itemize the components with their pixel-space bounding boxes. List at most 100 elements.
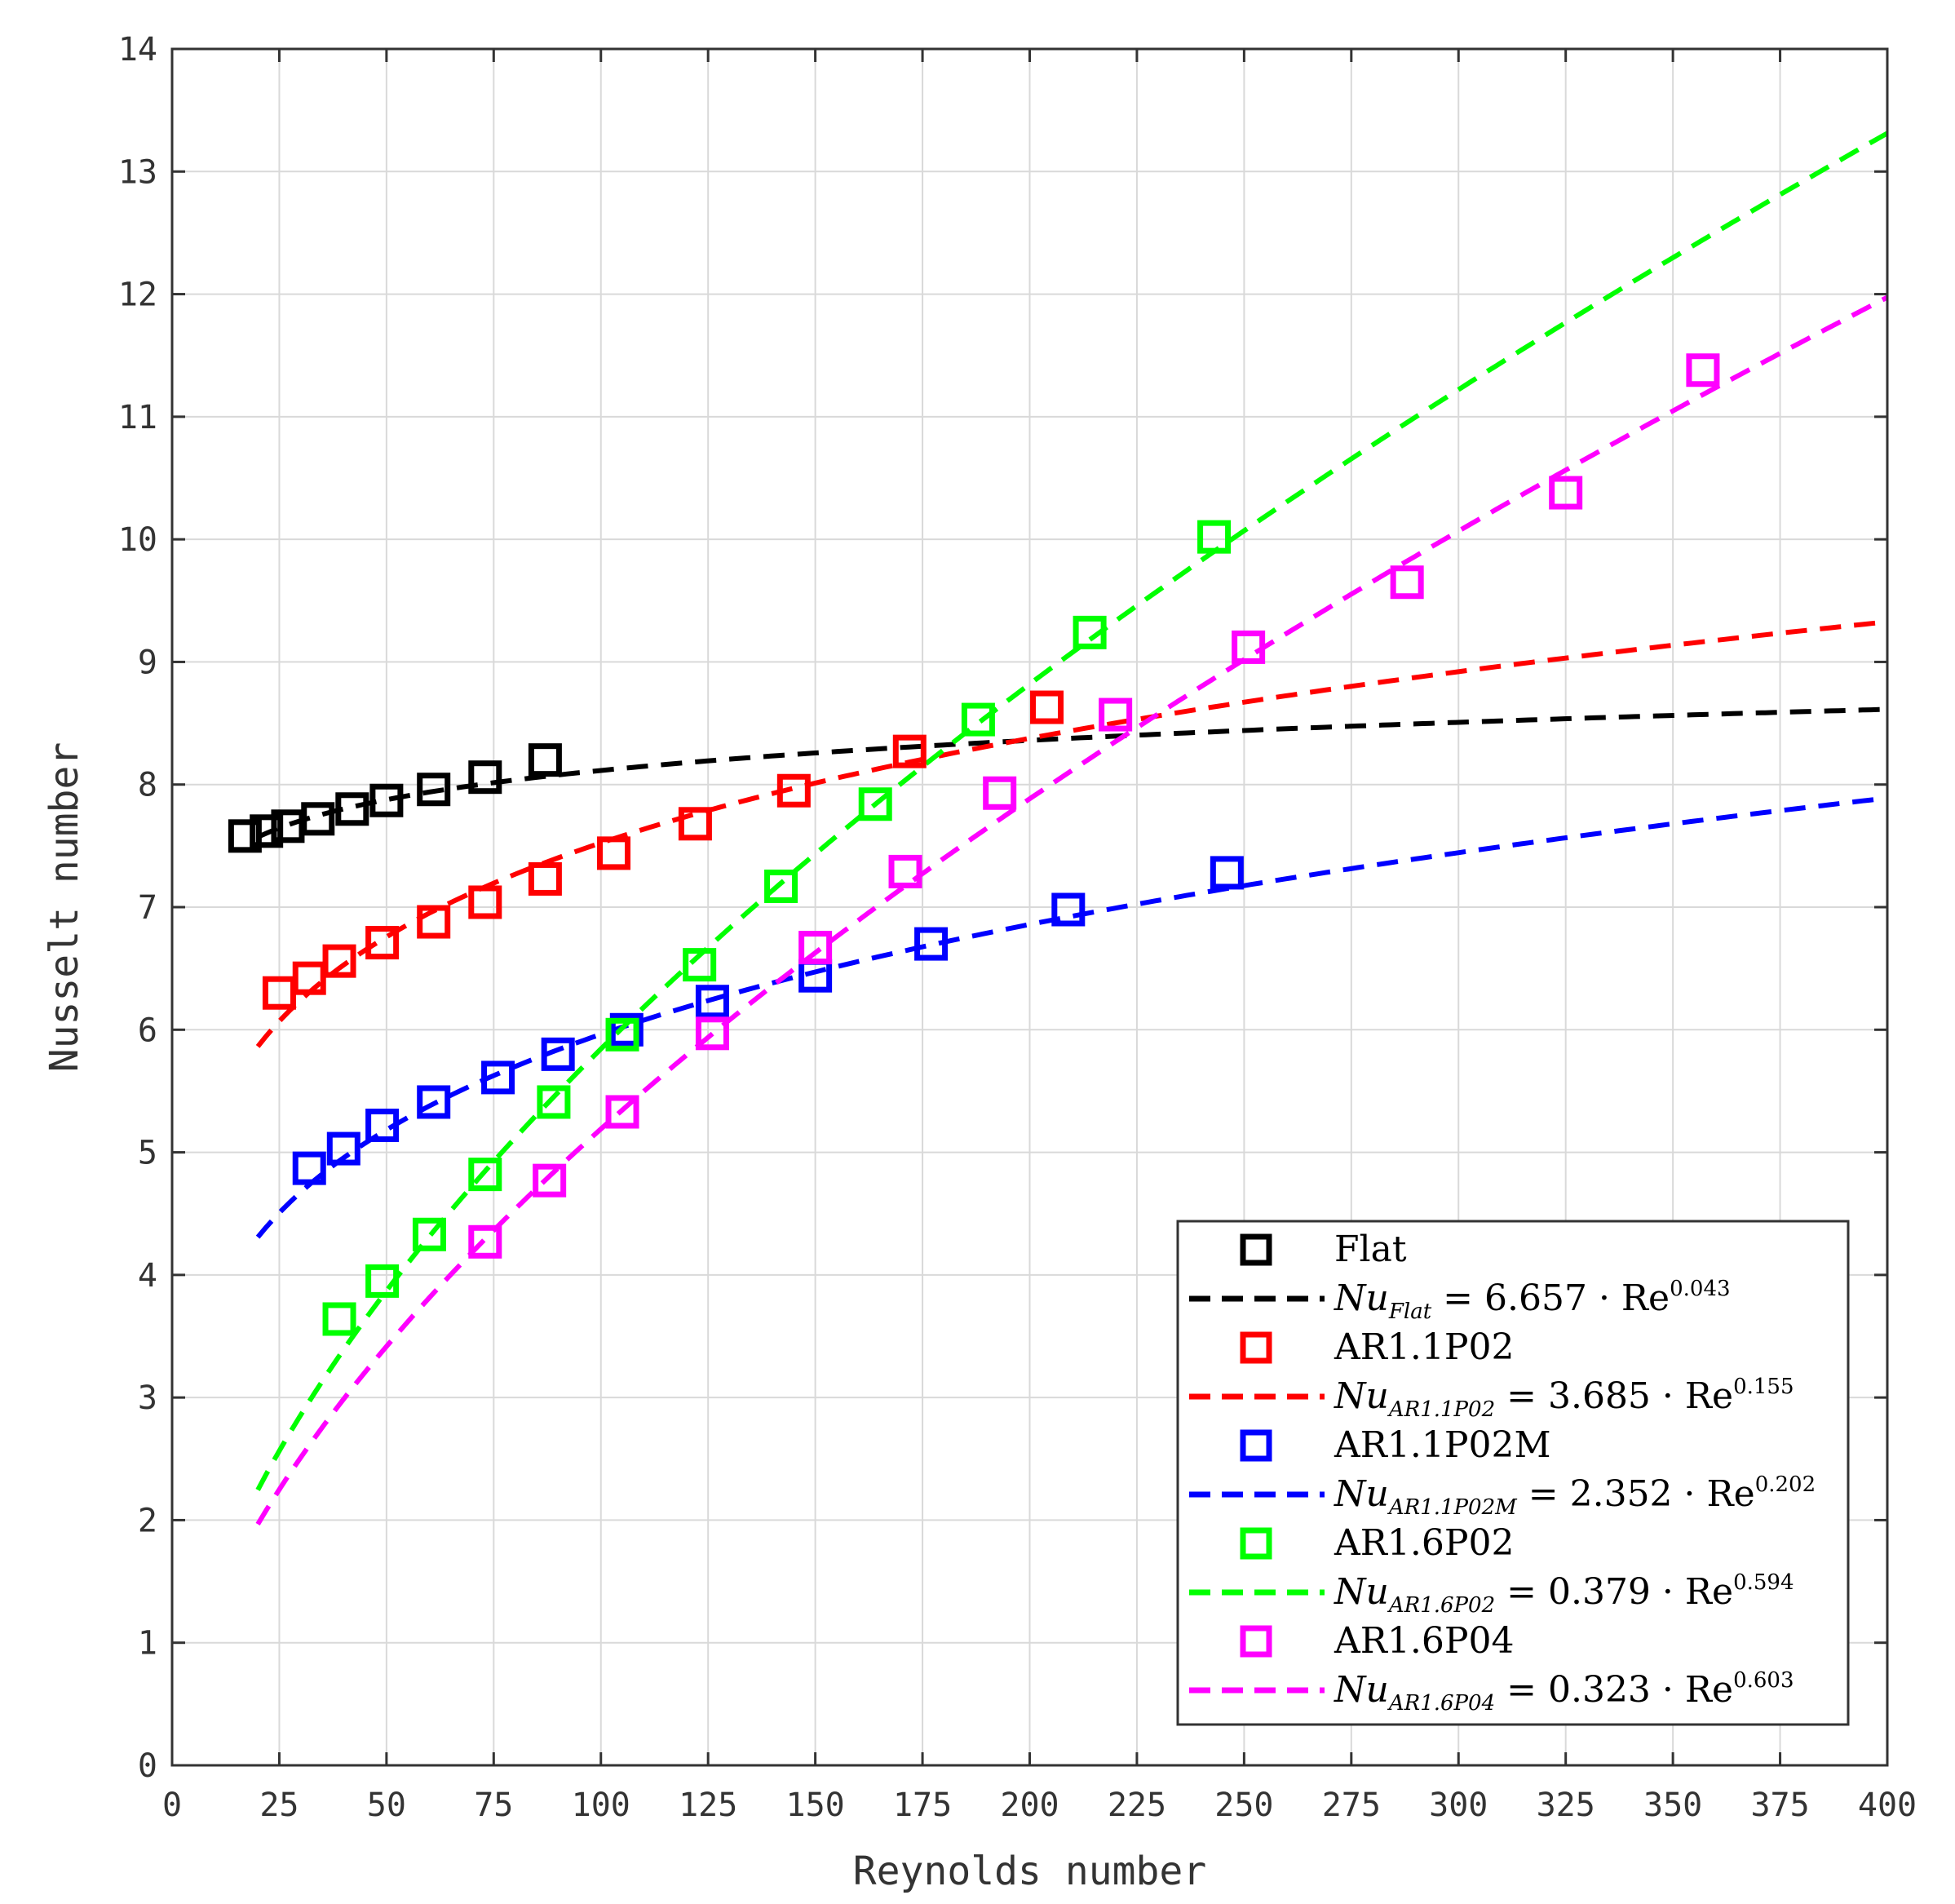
y-tick-label: 4 <box>138 1257 157 1295</box>
data-point <box>1073 615 1107 649</box>
data-point <box>481 1060 515 1095</box>
fit-line-flat <box>256 706 1888 839</box>
data-point <box>301 802 335 836</box>
fit-line-ar1-1p02m <box>255 795 1888 1239</box>
data-point <box>605 1017 639 1052</box>
y-tick-label: 8 <box>138 767 157 804</box>
data-point <box>335 792 369 826</box>
legend-label: AR1.6P04 <box>1334 1620 1514 1662</box>
x-tick-label: 275 <box>1322 1787 1381 1824</box>
data-point <box>537 1085 571 1119</box>
data-point <box>858 787 892 821</box>
x-tick-label: 50 <box>367 1787 406 1824</box>
fit-line-ar1-6p04 <box>255 294 1889 1525</box>
data-point <box>776 773 811 808</box>
data-point <box>365 1109 400 1143</box>
legend-fit-equation: NuAR1.6P04 = 0.323 · Re0.603 <box>1334 1668 1794 1716</box>
y-tick-label: 3 <box>138 1379 157 1417</box>
grid <box>170 47 1889 1767</box>
legend-box <box>1176 1220 1850 1726</box>
legend-marker <box>1240 1429 1272 1462</box>
data-point <box>326 1131 360 1166</box>
y-axis-label: Nusselt number <box>42 742 87 1073</box>
data-point <box>1686 353 1720 387</box>
data-point <box>228 819 262 853</box>
y-tick-label: 9 <box>138 644 157 681</box>
data-point <box>983 776 1017 810</box>
data-points <box>228 353 1720 1336</box>
data-point <box>412 1217 446 1251</box>
x-tick-label: 200 <box>1000 1787 1059 1824</box>
plot-frame <box>170 47 1889 1767</box>
data-point <box>1549 476 1583 510</box>
x-tick-label: 125 <box>679 1787 737 1824</box>
data-point <box>365 926 400 960</box>
y-tick-label: 14 <box>118 31 157 69</box>
data-point <box>695 985 729 1019</box>
y-tick-label: 10 <box>118 521 157 559</box>
data-point <box>888 854 922 888</box>
legend-label: Flat <box>1334 1229 1407 1270</box>
data-point <box>914 927 949 961</box>
legend-fit-equation: NuAR1.1P02M = 2.352 · Re0.202 <box>1334 1472 1816 1520</box>
data-point <box>292 1151 326 1185</box>
x-tick-label: 300 <box>1429 1787 1488 1824</box>
x-tick-label: 175 <box>893 1787 952 1824</box>
y-tick-label: 7 <box>138 889 157 927</box>
data-point <box>695 1016 729 1051</box>
x-axis-label: Reynolds number <box>853 1849 1206 1894</box>
data-point <box>417 905 451 939</box>
data-point <box>417 773 451 807</box>
y-tick-label: 6 <box>138 1012 157 1049</box>
y-tick-label: 1 <box>138 1625 157 1663</box>
y-tick-label: 11 <box>118 399 157 436</box>
y-tick-label: 13 <box>118 153 157 191</box>
x-tick-labels: 0 25 50 75 100 125 150 175 200 225 250 275 300 325 350… <box>162 1787 1917 1824</box>
legend-label: AR1.1P02M <box>1334 1424 1551 1466</box>
legend-fit-equation: NuFlat = 6.657 · Re0.043 <box>1334 1277 1731 1324</box>
data-point <box>322 1302 356 1336</box>
legend-marker <box>1240 1625 1272 1658</box>
x-tick-label: 25 <box>259 1787 299 1824</box>
data-point <box>892 734 927 768</box>
legend-marker <box>1240 1331 1272 1364</box>
data-point <box>1210 856 1244 890</box>
x-tick-label: 0 <box>162 1787 182 1824</box>
data-point <box>1390 565 1424 600</box>
data-point <box>468 1158 502 1192</box>
data-point <box>1030 690 1064 724</box>
legend-label: AR1.6P02 <box>1334 1522 1514 1564</box>
data-point <box>322 944 356 978</box>
data-point <box>961 702 995 737</box>
data-point <box>1232 630 1266 664</box>
data-point <box>764 869 798 903</box>
fit-lines <box>255 131 1889 1525</box>
legend-marker <box>1240 1233 1272 1266</box>
data-point <box>678 807 712 841</box>
data-point <box>1099 697 1133 732</box>
legend-label: AR1.1P02 <box>1334 1326 1514 1368</box>
y-tick-label: 2 <box>138 1502 157 1539</box>
x-tick-label: 350 <box>1643 1787 1702 1824</box>
data-point <box>533 1163 567 1198</box>
data-point <box>798 931 833 965</box>
x-tick-label: 75 <box>474 1787 513 1824</box>
data-point <box>541 1037 575 1071</box>
data-point <box>1197 520 1232 554</box>
fit-line-ar1-6p02 <box>255 131 1889 1491</box>
data-point <box>605 1095 639 1129</box>
x-tick-label: 100 <box>572 1787 630 1824</box>
y-tick-label: 0 <box>138 1747 157 1785</box>
data-point <box>528 861 562 896</box>
x-tick-label: 400 <box>1858 1787 1917 1824</box>
data-point <box>468 1224 502 1259</box>
y-tick-label: 5 <box>138 1135 157 1172</box>
x-tick-label: 250 <box>1214 1787 1273 1824</box>
data-point <box>365 1264 400 1298</box>
legend-marker <box>1240 1527 1272 1560</box>
data-point <box>597 836 631 870</box>
data-point <box>1051 892 1086 927</box>
